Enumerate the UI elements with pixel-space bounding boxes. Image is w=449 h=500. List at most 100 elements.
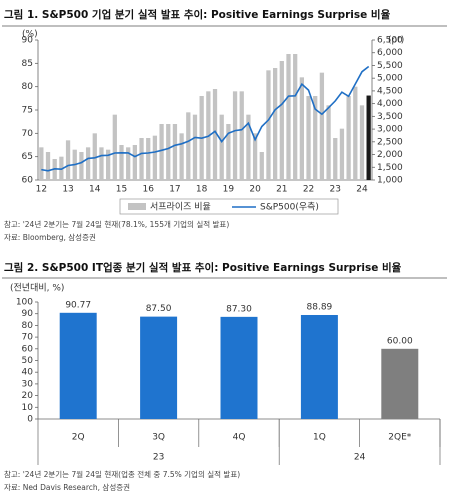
bar bbox=[273, 68, 278, 180]
bar bbox=[59, 312, 97, 419]
x-tick-label: 2Q bbox=[72, 433, 85, 443]
y2-axis-label: (pt) bbox=[388, 36, 404, 46]
bar bbox=[266, 70, 271, 180]
y-tick-label: 65 bbox=[22, 152, 33, 162]
bar bbox=[166, 124, 171, 180]
bar bbox=[79, 152, 84, 180]
bar bbox=[212, 89, 218, 180]
y-tick-label: 50 bbox=[22, 356, 34, 366]
bar bbox=[106, 149, 111, 180]
bar bbox=[226, 124, 231, 180]
bar bbox=[366, 95, 371, 180]
x-tick-label: 21 bbox=[276, 185, 287, 195]
y-tick-label: 20 bbox=[22, 391, 34, 401]
y-tick-label: 70 bbox=[22, 129, 34, 139]
bar bbox=[381, 348, 419, 419]
y2-tick-label: 3,500 bbox=[377, 112, 403, 122]
y2-tick-label: 5,000 bbox=[377, 74, 403, 84]
chart-title: 그림 2. S&P500 IT업종 분기 실적 발표 추이: Positive … bbox=[4, 261, 402, 274]
note: 참고: '24년 2분기는 7월 24일 현재(78.1%, 155개 기업의 … bbox=[4, 219, 229, 229]
bar bbox=[146, 138, 151, 180]
y-tick-label: 0 bbox=[27, 415, 33, 425]
x-tick-label: 19 bbox=[223, 185, 235, 195]
y-tick-label: 80 bbox=[22, 321, 34, 331]
bar bbox=[286, 54, 291, 180]
x-tick-label: 18 bbox=[196, 185, 208, 195]
data-label: 87.30 bbox=[226, 304, 252, 314]
bar bbox=[232, 91, 238, 180]
bar bbox=[353, 86, 358, 180]
y-tick-label: 40 bbox=[22, 368, 34, 378]
data-label: 87.50 bbox=[146, 304, 172, 314]
bar bbox=[299, 77, 304, 180]
bar bbox=[92, 133, 97, 180]
x-tick-label: 16 bbox=[142, 185, 154, 195]
bar bbox=[172, 124, 178, 180]
y2-tick-label: 3,000 bbox=[377, 125, 403, 135]
y2-tick-label: 1,000 bbox=[377, 176, 403, 186]
legend-box bbox=[119, 198, 339, 215]
y-tick-label: 75 bbox=[22, 106, 33, 116]
legend-label: 서프라이즈 비율 bbox=[150, 202, 211, 213]
group-label: 24 bbox=[354, 453, 366, 463]
bar bbox=[339, 128, 345, 180]
y2-tick-label: 4,000 bbox=[377, 99, 403, 109]
x-tick-label: 14 bbox=[89, 185, 101, 195]
x-tick-label: 3Q bbox=[152, 433, 165, 443]
data-label: 90.77 bbox=[65, 300, 91, 310]
bar bbox=[220, 316, 258, 419]
x-tick-label: 2QE* bbox=[388, 433, 411, 443]
y-tick-label: 70 bbox=[22, 333, 34, 343]
y-tick-label: 80 bbox=[22, 82, 34, 92]
legend-swatch bbox=[128, 203, 146, 210]
bar bbox=[140, 316, 178, 419]
x-tick-label: 24 bbox=[356, 185, 368, 195]
x-tick-label: 17 bbox=[169, 185, 180, 195]
y2-tick-label: 1,500 bbox=[377, 163, 403, 173]
bar bbox=[346, 96, 351, 180]
bar bbox=[326, 105, 331, 180]
x-tick-label: 23 bbox=[330, 185, 341, 195]
y-axis-label: (전년대비, %) bbox=[10, 283, 64, 294]
bar bbox=[239, 91, 244, 180]
bar bbox=[192, 114, 198, 180]
bar bbox=[219, 114, 224, 180]
bar bbox=[139, 138, 144, 180]
data-label: 88.89 bbox=[307, 302, 333, 312]
x-tick-label: 4Q bbox=[233, 433, 246, 443]
bar bbox=[319, 72, 325, 180]
bar bbox=[252, 133, 258, 180]
bar bbox=[300, 314, 338, 419]
y-tick-label: 30 bbox=[22, 379, 34, 389]
source: 자료: Bloomberg, 삼성증권 bbox=[4, 232, 96, 242]
data-label: 60.00 bbox=[387, 336, 413, 346]
bar bbox=[246, 114, 251, 180]
line bbox=[41, 65, 370, 172]
bar bbox=[359, 105, 365, 180]
bar bbox=[126, 147, 131, 180]
bar bbox=[85, 147, 91, 180]
bar bbox=[259, 152, 264, 180]
bar bbox=[39, 147, 44, 180]
x-tick-label: 13 bbox=[62, 185, 73, 195]
bar bbox=[65, 140, 71, 180]
bar bbox=[159, 124, 164, 180]
bar bbox=[119, 145, 124, 180]
bar bbox=[99, 147, 104, 180]
x-tick-label: 1Q bbox=[313, 433, 326, 443]
bar bbox=[112, 114, 117, 180]
note: 참고: '24년 2분기는 7월 24일 현재(업종 전체 중 7.5% 기업의… bbox=[4, 469, 240, 479]
bar bbox=[186, 112, 191, 180]
source: 자료: Ned Davis Research, 삼성증권 bbox=[4, 482, 130, 492]
group-label: 23 bbox=[153, 453, 164, 463]
x-tick-label: 15 bbox=[116, 185, 127, 195]
bar bbox=[306, 96, 311, 180]
bar bbox=[179, 133, 184, 180]
y-tick-label: 60 bbox=[22, 176, 34, 186]
bar bbox=[293, 54, 298, 180]
legend-label: S&P500(우측) bbox=[260, 202, 319, 213]
y2-tick-label: 5,500 bbox=[377, 61, 403, 71]
bar bbox=[152, 135, 158, 180]
y2-tick-label: 2,000 bbox=[377, 150, 403, 160]
